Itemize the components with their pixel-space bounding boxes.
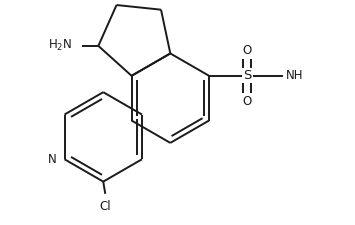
Text: N: N bbox=[48, 153, 56, 166]
Text: H$_2$N: H$_2$N bbox=[48, 38, 72, 53]
Text: NH: NH bbox=[286, 69, 304, 82]
Text: O: O bbox=[242, 44, 252, 57]
Text: O: O bbox=[242, 95, 252, 108]
Text: S: S bbox=[243, 69, 251, 82]
Text: Cl: Cl bbox=[99, 200, 111, 213]
